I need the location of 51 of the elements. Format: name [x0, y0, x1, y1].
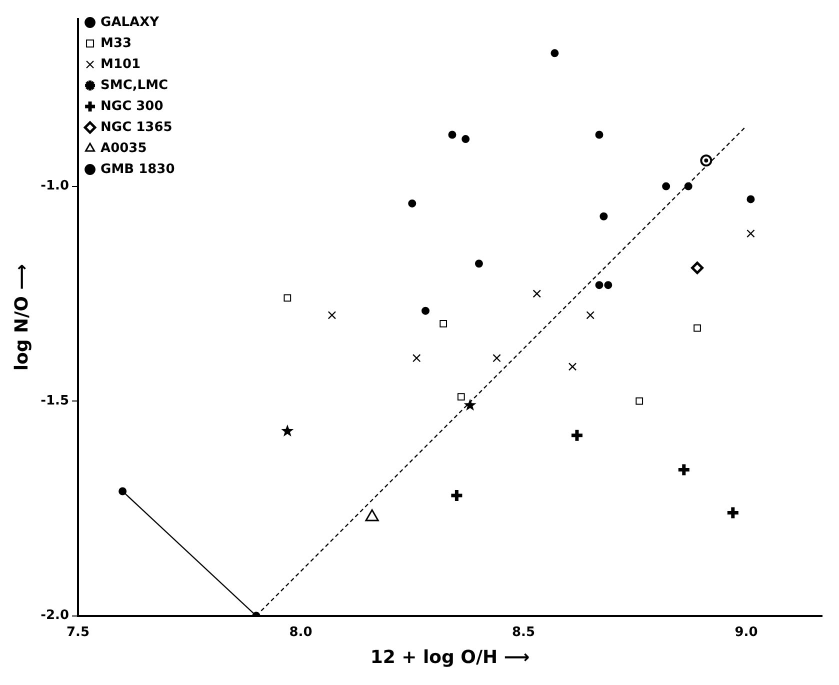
- y-tick-label: -1.5: [40, 393, 70, 408]
- y-tick-label: -1.0: [40, 178, 70, 194]
- point: [474, 260, 483, 268]
- point: [328, 311, 336, 320]
- y-axis-title: log N/O ⟶: [11, 264, 32, 371]
- point: [464, 398, 476, 411]
- legend-label: M33: [100, 36, 132, 51]
- legend-label: NGC 1365: [100, 120, 172, 135]
- point: [586, 311, 594, 320]
- x-tick-label: 7.5: [66, 624, 90, 640]
- point: [636, 397, 644, 405]
- point: [700, 154, 712, 167]
- point: [691, 262, 704, 274]
- x-tick-label: 9.0: [734, 624, 758, 640]
- point: [449, 488, 464, 503]
- point: [532, 290, 542, 298]
- point: [595, 130, 604, 139]
- point: [676, 462, 692, 478]
- point: [600, 212, 608, 220]
- x-tick-label: 8.5: [512, 624, 536, 640]
- point: [595, 281, 604, 290]
- point: [412, 354, 421, 362]
- y-tick-label: -2.0: [40, 608, 70, 624]
- legend-label: NGC 300: [100, 98, 164, 114]
- point: [462, 135, 470, 144]
- point: [684, 182, 692, 190]
- x-tick-label: 8.0: [289, 624, 312, 640]
- legend-label: GALAXY: [100, 14, 160, 30]
- legend-label: M101: [100, 56, 141, 72]
- legend-label: SMC,LMC: [100, 78, 168, 93]
- point: [448, 130, 456, 139]
- point: [746, 195, 755, 204]
- x-axis-title: 12 + log O/H ⟶: [370, 646, 530, 668]
- point: [408, 199, 416, 208]
- point: [440, 320, 448, 328]
- point: [604, 281, 612, 290]
- point: [694, 324, 701, 332]
- point: [457, 393, 465, 400]
- point: [570, 428, 584, 443]
- point: [281, 424, 294, 436]
- point: [284, 294, 292, 302]
- point: [118, 487, 127, 496]
- point: [422, 306, 430, 315]
- legend-label: A0035: [100, 140, 147, 156]
- point: [726, 505, 740, 520]
- legend-label: GMB 1830: [100, 162, 175, 177]
- point: [568, 362, 577, 371]
- point: [550, 49, 559, 58]
- point: [662, 182, 670, 190]
- point: [492, 354, 501, 362]
- point: [746, 229, 755, 238]
